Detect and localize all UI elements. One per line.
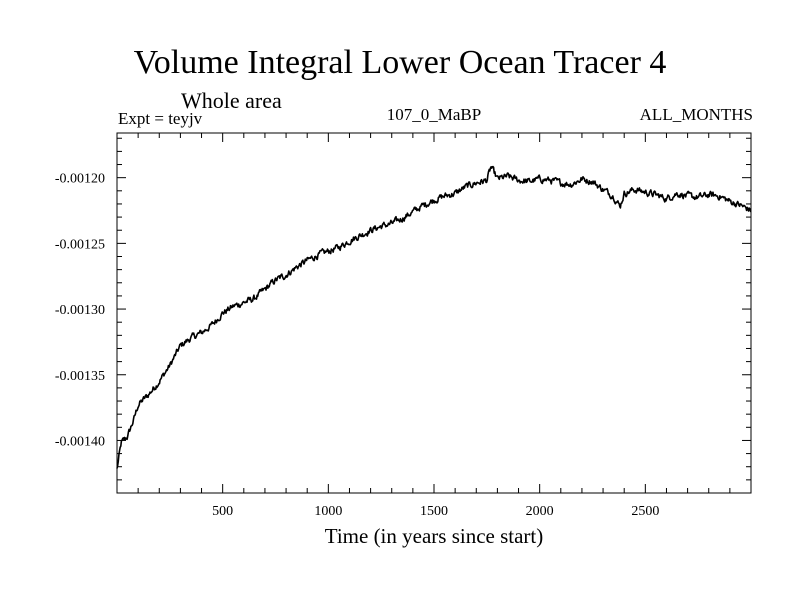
y-tick-label: -0.00140: [55, 434, 105, 449]
plot-frame: [116, 132, 752, 494]
x-tick-label: 2500: [631, 504, 659, 519]
tick-labels: 500 1000 1500 2000 2500 -0.00120 -0.00125 -0.00…: [55, 172, 660, 519]
period-label: 107_0_MaBP: [386, 105, 482, 124]
experiment-label: Expt = teyjv: [118, 109, 203, 128]
y-tick-label: -0.00120: [55, 172, 105, 187]
series-line: [116, 165, 752, 469]
axis-ticks: [117, 133, 751, 494]
x-axis-label: Time (in years since start): [324, 524, 544, 548]
x-tick-label: 1000: [314, 504, 342, 519]
y-tick-label: -0.00135: [55, 369, 105, 384]
chart-title: Volume Integral Lower Ocean Tracer 4: [133, 44, 667, 81]
x-tick-label: 2000: [526, 504, 554, 519]
y-tick-label: -0.00130: [55, 303, 105, 318]
x-tick-label: 500: [212, 504, 233, 519]
chart-subtitle: Whole area: [181, 88, 282, 113]
y-tick-label: -0.00125: [55, 237, 105, 252]
months-label: ALL_MONTHS: [639, 105, 753, 124]
x-tick-label: 1500: [420, 504, 448, 519]
